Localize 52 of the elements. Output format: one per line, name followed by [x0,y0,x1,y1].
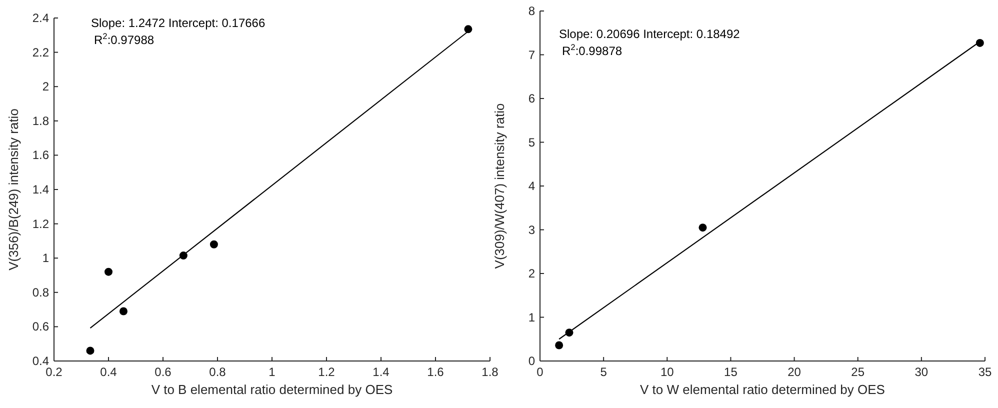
y-tick-label: 3 [528,222,536,237]
annotation: Slope: 0.20696 Intercept: 0.18492 [559,27,740,41]
x-tick-label: 0.6 [154,365,172,379]
annotation: Slope: 1.2472 Intercept: 0.17666 [91,16,266,30]
x-tick-label: 1 [268,365,276,379]
x-tick-label: 30 [914,365,928,379]
y-tick-label: 7 [528,48,536,62]
y-tick-label: 1.4 [32,182,50,196]
point [210,240,218,248]
y-tick-label: 2.4 [32,11,50,25]
point [104,268,112,276]
point [464,25,472,34]
y-tick-label: 4 [528,179,536,193]
y-tick-label: 2 [42,80,50,94]
annotation: R$^{2}$:0.99878 [562,42,622,58]
x-axis-title: V to B elemental ratio determined by OES [151,382,393,397]
y-tick-label: 2.2 [32,45,50,60]
point [698,224,707,232]
y-tick-label: 0.4 [32,354,50,368]
x-tick-label: 25 [851,365,865,379]
point [119,307,128,316]
y-tick-label: 1.8 [32,114,50,128]
x-tick-label: 35 [978,365,992,379]
y-axis-title: V(309)/W(407) intensity ratio [492,103,507,269]
y-tick-label: 1 [42,251,50,266]
y-tick-label: 0.8 [32,285,50,300]
x-tick-label: 1.8 [482,365,499,379]
y-tick-label: 1 [528,310,536,324]
point [86,346,94,355]
x-tick-label: 0.8 [209,365,226,379]
annotation: R$^{2}$:0.97988 [94,31,154,47]
y-tick-label: 0 [528,354,536,368]
y-tick-label: 1.2 [32,216,50,231]
y-tick-label: 8 [528,4,536,18]
x-tick-label: 10 [660,365,674,379]
y-tick-label: 1.6 [32,148,50,162]
x-tick-label: 0.2 [46,365,63,379]
y-tick-label: 6 [528,92,536,106]
x-tick-label: 1.2 [318,365,336,379]
x-tick-label: 1.4 [372,365,390,379]
point [555,341,564,350]
y-tick-label: 0.6 [32,320,50,334]
x-tick-label: 20 [788,365,802,379]
y-tick-label: 2 [528,266,536,280]
y-axis-title: V(356)/B(249) intensity ratio [6,108,21,270]
x-tick-label: 1.6 [427,365,444,379]
x-axis-title: V to W elemental ratio determined by OES [640,382,886,397]
x-tick-label: 0.4 [100,365,118,379]
y-tick-label: 5 [528,135,536,150]
x-tick-label: 5 [600,365,608,379]
x-tick-label: 0 [536,365,544,379]
x-tick-label: 15 [724,365,738,379]
